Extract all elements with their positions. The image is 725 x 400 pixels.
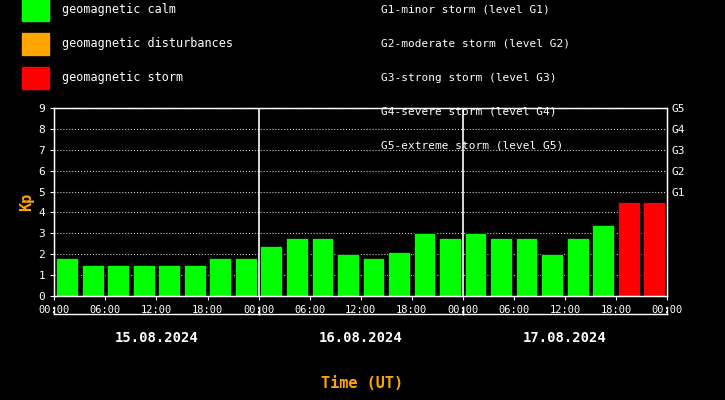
Text: geomagnetic disturbances: geomagnetic disturbances [62,38,233,50]
Bar [388,252,410,296]
Text: G1-minor storm (level G1): G1-minor storm (level G1) [381,5,550,15]
Bar [515,238,537,296]
Bar [210,258,231,296]
Bar [439,238,461,296]
Text: G4-severe storm (level G4): G4-severe storm (level G4) [381,107,556,117]
Text: G5-extreme storm (level G5): G5-extreme storm (level G5) [381,141,563,151]
Bar [567,238,589,296]
Bar [158,265,180,296]
Bar [337,254,359,296]
Bar [286,238,307,296]
Bar [133,265,154,296]
Bar [592,225,614,296]
Bar [362,258,384,296]
Bar [414,233,435,296]
Text: geomagnetic storm: geomagnetic storm [62,72,183,84]
Bar [107,265,129,296]
Text: G2-moderate storm (level G2): G2-moderate storm (level G2) [381,39,570,49]
Text: 17.08.2024: 17.08.2024 [523,331,607,345]
Bar [260,246,282,296]
Y-axis label: Kp: Kp [20,193,34,211]
Bar [643,202,665,296]
Text: G3-strong storm (level G3): G3-strong storm (level G3) [381,73,556,83]
Text: geomagnetic calm: geomagnetic calm [62,4,175,16]
Text: Time (UT): Time (UT) [321,376,404,392]
Bar [490,238,512,296]
Text: 15.08.2024: 15.08.2024 [115,331,199,345]
Bar [542,254,563,296]
Bar [235,258,257,296]
Bar [465,233,486,296]
Bar [184,265,206,296]
Bar [618,202,639,296]
Bar [82,265,104,296]
Bar [57,258,78,296]
Text: 16.08.2024: 16.08.2024 [319,331,402,345]
Bar [312,238,334,296]
